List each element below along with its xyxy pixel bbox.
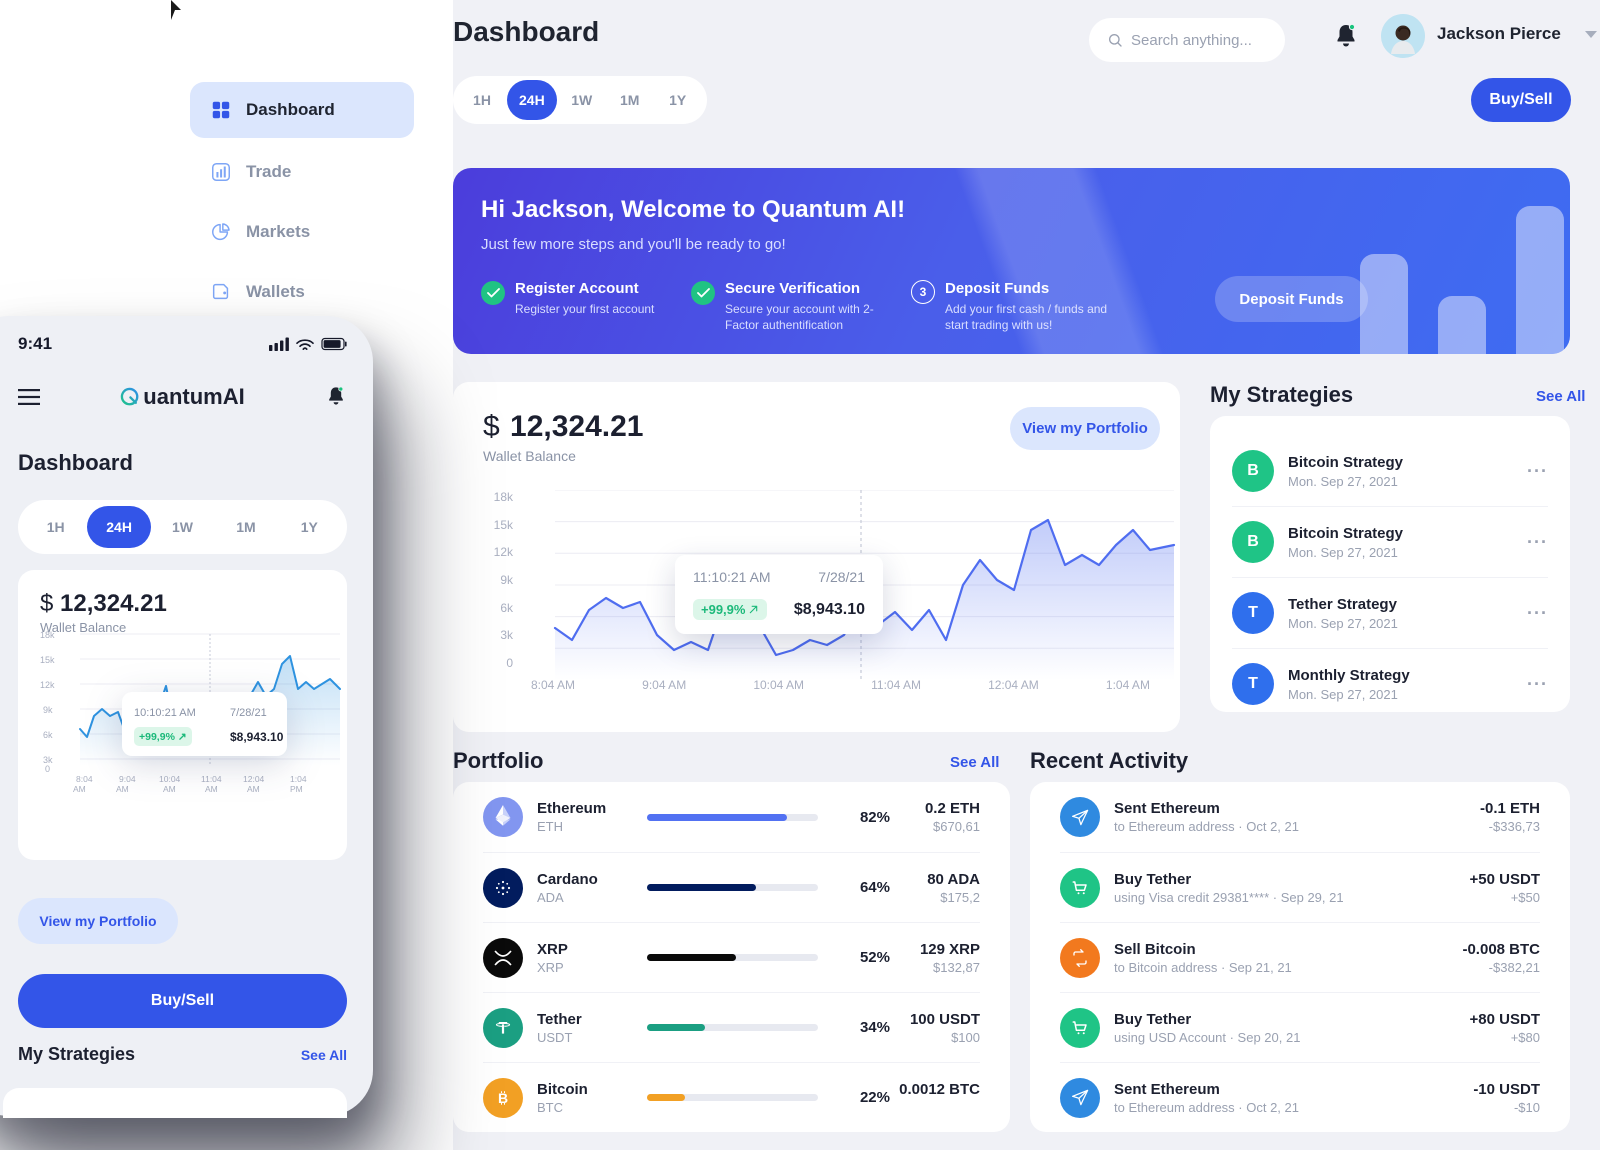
svg-text:8:04: 8:04	[76, 774, 93, 784]
svg-text:$8,943.10: $8,943.10	[230, 730, 284, 744]
svg-text:7/28/21: 7/28/21	[230, 707, 267, 719]
svg-text:B: B	[498, 1090, 508, 1106]
svg-text:10:10:21 AM: 10:10:21 AM	[134, 707, 196, 719]
svg-text:1:04: 1:04	[290, 774, 307, 784]
svg-text:AM: AM	[116, 784, 129, 794]
svg-text:18k: 18k	[40, 630, 55, 640]
svg-text:9k: 9k	[43, 705, 53, 715]
svg-text:AM: AM	[205, 784, 218, 794]
svg-text:AM: AM	[163, 784, 176, 794]
svg-text:11:04: 11:04	[201, 774, 222, 784]
svg-text:0: 0	[45, 764, 50, 774]
svg-text:+99,9% ↗: +99,9% ↗	[139, 731, 187, 743]
svg-text:AM: AM	[247, 784, 260, 794]
svg-text:AM: AM	[73, 784, 86, 794]
svg-text:PM: PM	[290, 784, 303, 794]
svg-text:9:04: 9:04	[119, 774, 136, 784]
svg-text:10:04: 10:04	[159, 774, 181, 784]
svg-text:15k: 15k	[40, 655, 55, 665]
svg-text:6k: 6k	[43, 730, 53, 740]
svg-text:12:04: 12:04	[243, 774, 265, 784]
svg-text:12k: 12k	[40, 680, 55, 690]
